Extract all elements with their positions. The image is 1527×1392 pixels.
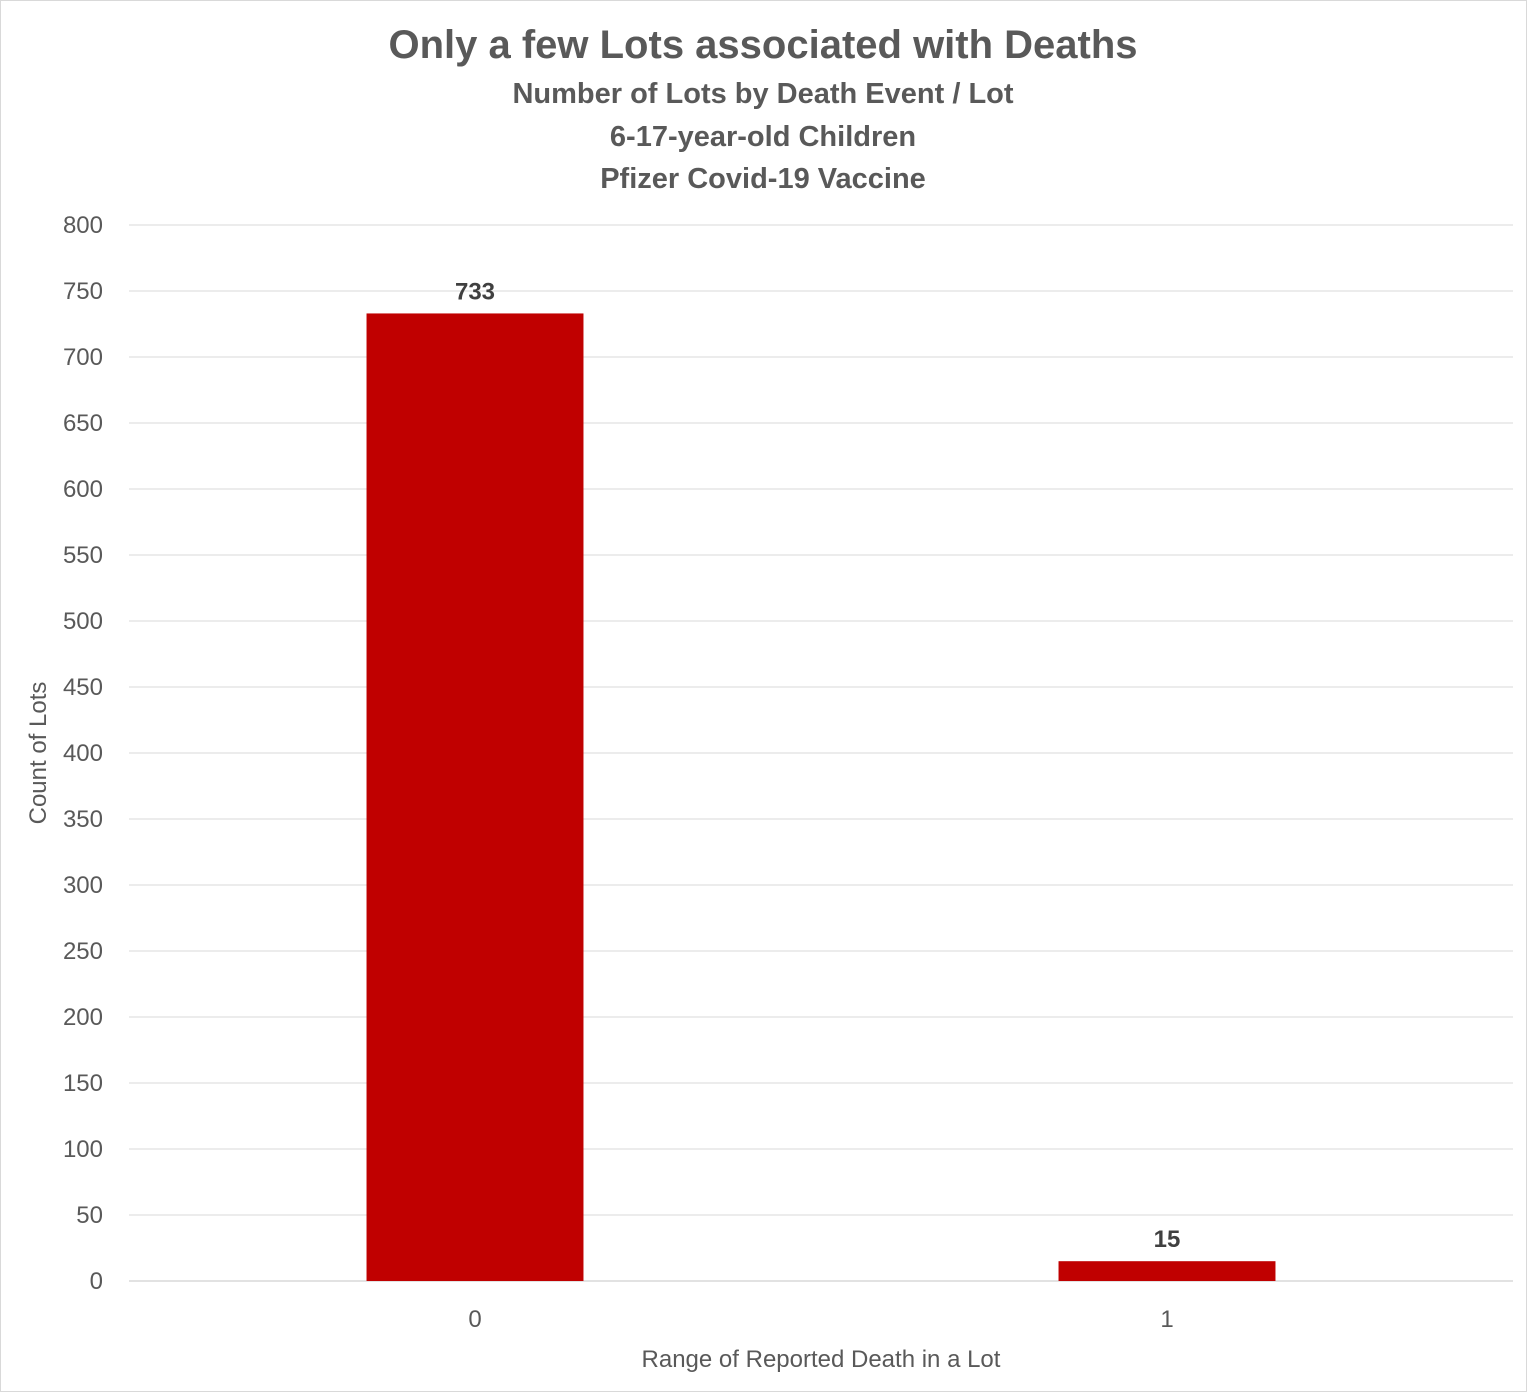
y-tick-label: 650: [63, 410, 103, 437]
chart-subtitle-1: Number of Lots by Death Event / Lot: [512, 78, 1013, 110]
y-tick-label: 600: [63, 476, 103, 503]
y-tick-label: 500: [63, 608, 103, 635]
gridlines: [129, 224, 1513, 1282]
chart-title: Only a few Lots associated with Deaths: [388, 23, 1137, 67]
y-tick-label: 100: [63, 1136, 103, 1163]
data-label: 733: [455, 278, 495, 305]
y-tick-label: 50: [76, 1202, 103, 1229]
y-tick-label: 250: [63, 938, 103, 965]
y-tick-label: 350: [63, 806, 103, 833]
x-tick-label: 1: [1160, 1306, 1173, 1333]
y-tick-label: 300: [63, 872, 103, 899]
chart-subtitle-3: Pfizer Covid-19 Vaccine: [600, 163, 926, 195]
y-tick-label: 700: [63, 344, 103, 371]
data-labels: 733 15: [455, 278, 1180, 1253]
y-tick-label: 450: [63, 674, 103, 701]
chart-subtitle-2: 6-17-year-old Children: [610, 121, 916, 153]
y-tick-label: 150: [63, 1070, 103, 1097]
y-tick-label: 400: [63, 740, 103, 767]
data-label: 15: [1154, 1226, 1181, 1253]
x-tick-label: 0: [468, 1306, 481, 1333]
y-tick-label: 0: [90, 1268, 103, 1295]
bar-0: [366, 313, 584, 1281]
y-tick-label: 800: [63, 212, 103, 239]
y-tick-label: 750: [63, 278, 103, 305]
y-axis-ticks: 0 50 100 150 200 250 300 350 400 450 500 550 600 650 7…: [63, 212, 103, 1295]
x-axis-label: Range of Reported Death in a Lot: [642, 1346, 1001, 1373]
bars: [366, 313, 1276, 1281]
bar-1: [1058, 1261, 1276, 1281]
y-tick-label: 200: [63, 1004, 103, 1031]
y-axis-label: Count of Lots: [25, 682, 52, 825]
y-tick-label: 550: [63, 542, 103, 569]
